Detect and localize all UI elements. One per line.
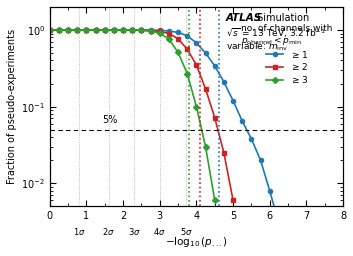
$\geq 2$	[185, 48, 189, 51]
$\geq 1$	[203, 51, 208, 55]
$\geq 3$	[158, 31, 162, 35]
$\geq 1$	[277, 222, 281, 225]
$\geq 2$	[94, 28, 98, 31]
$\geq 2$	[121, 28, 125, 31]
$\geq 3$	[48, 28, 52, 31]
$\geq 1$	[66, 28, 70, 31]
$\geq 2$	[57, 28, 61, 31]
$\geq 3$	[213, 199, 217, 202]
$\geq 1$	[121, 28, 125, 31]
$\geq 3$	[149, 29, 153, 33]
$\geq 2$	[203, 88, 208, 91]
$\geq 1$	[139, 28, 144, 31]
$\geq 1$	[158, 29, 162, 32]
$\geq 1$	[149, 28, 153, 31]
$\geq 3$	[167, 38, 171, 41]
$\geq 3$	[130, 28, 134, 31]
$\geq 1$	[112, 28, 116, 31]
$\geq 2$	[112, 28, 116, 31]
$\geq 1$	[57, 28, 61, 31]
Line: $\geq 2$: $\geq 2$	[48, 28, 235, 202]
$\geq 2$	[167, 32, 171, 35]
$\geq 2$	[75, 28, 79, 31]
$\geq 1$	[231, 99, 235, 102]
$\geq 2$	[231, 199, 235, 202]
$\geq 1$	[258, 159, 263, 162]
$\geq 3$	[75, 28, 79, 31]
$\geq 2$	[194, 63, 198, 67]
$\geq 3$	[112, 28, 116, 31]
$\geq 1$	[167, 29, 171, 33]
$\geq 3$	[66, 28, 70, 31]
$\geq 1$	[75, 28, 79, 31]
$\geq 1$	[249, 137, 253, 140]
$\geq 1$	[130, 28, 134, 31]
$\geq 3$	[121, 28, 125, 31]
$\geq 3$	[94, 28, 98, 31]
$\geq 1$	[48, 28, 52, 31]
$\geq 2$	[103, 28, 107, 31]
Legend: $\geq 1$, $\geq 2$, $\geq 3$: $\geq 1$, $\geq 2$, $\geq 3$	[239, 22, 336, 88]
$\geq 2$	[176, 37, 180, 40]
Text: Simulation: Simulation	[253, 13, 309, 23]
$\geq 1$	[222, 80, 226, 83]
$\geq 1$	[240, 119, 244, 122]
$\geq 1$	[268, 189, 272, 192]
$\geq 2$	[130, 28, 134, 31]
$\geq 3$	[185, 72, 189, 75]
$\geq 1$	[176, 31, 180, 34]
Text: ATLAS: ATLAS	[226, 13, 262, 23]
Line: $\geq 1$: $\geq 1$	[48, 28, 281, 225]
$\geq 3$	[194, 105, 198, 108]
$\geq 2$	[66, 28, 70, 31]
Y-axis label: Fraction of pseudo-experiments: Fraction of pseudo-experiments	[7, 29, 17, 184]
Text: 5%: 5%	[103, 115, 118, 125]
$\geq 2$	[139, 29, 144, 32]
$\geq 1$	[103, 28, 107, 31]
$\geq 2$	[158, 30, 162, 33]
X-axis label: $-\log_{10}(p_{\mathrm{...}})$: $-\log_{10}(p_{\mathrm{...}})$	[165, 235, 228, 249]
$\geq 1$	[194, 41, 198, 44]
$\geq 1$	[213, 64, 217, 67]
$\geq 2$	[222, 151, 226, 154]
$\geq 2$	[48, 28, 52, 31]
$\geq 3$	[139, 29, 144, 32]
$\geq 2$	[213, 116, 217, 119]
$\geq 1$	[185, 34, 189, 37]
Text: variable: $m_{\mathrm{inv}}$: variable: $m_{\mathrm{inv}}$	[226, 41, 288, 53]
$\geq 3$	[203, 145, 208, 148]
$\geq 2$	[149, 29, 153, 32]
$\geq 3$	[57, 28, 61, 31]
$\geq 2$	[84, 28, 89, 31]
$\geq 3$	[84, 28, 89, 31]
$\geq 3$	[176, 51, 180, 54]
Text: $\sqrt{s}$ = 13 TeV, 3.2 fb$^{-1}$: $\sqrt{s}$ = 13 TeV, 3.2 fb$^{-1}$	[226, 27, 325, 40]
$\geq 3$	[103, 28, 107, 31]
$\geq 1$	[94, 28, 98, 31]
Line: $\geq 3$: $\geq 3$	[48, 28, 217, 202]
$\geq 1$	[84, 28, 89, 31]
